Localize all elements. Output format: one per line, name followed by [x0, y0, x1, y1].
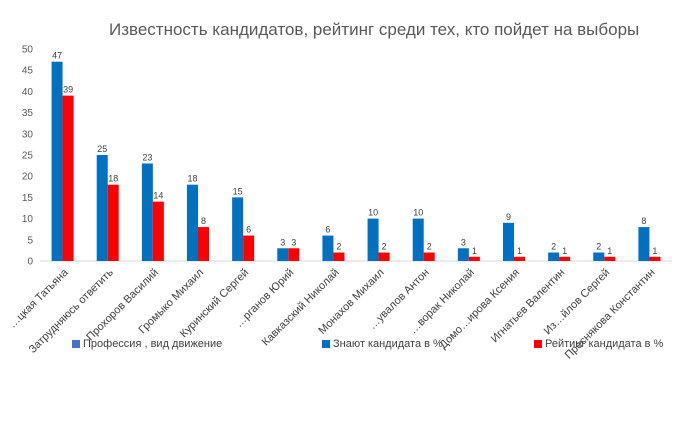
data-label-rating: 39	[63, 85, 73, 95]
legend-item-series-2: Знают кандидата в %	[322, 338, 443, 350]
category-label: Кавказский Николай	[260, 267, 342, 349]
bar-rating	[514, 256, 525, 261]
data-label-known: 9	[506, 212, 511, 222]
y-axis: 0 5 10 15 20 25 30 35 40 45 50	[22, 45, 672, 268]
data-label-known: 3	[461, 237, 466, 247]
data-label-rating: 1	[652, 246, 657, 256]
bar-rating	[288, 248, 300, 261]
y-tick-label: 10	[22, 214, 34, 225]
bar-known	[187, 184, 198, 261]
data-label-known: 23	[142, 152, 152, 162]
data-label-rating: 1	[562, 246, 567, 256]
y-tick-label: 20	[22, 172, 34, 183]
data-label-known: 2	[551, 242, 556, 252]
data-label-rating: 6	[246, 225, 251, 235]
bar-rating	[243, 235, 255, 261]
bar-known	[322, 235, 334, 261]
data-label-rating: 8	[201, 216, 206, 226]
data-label-known: 15	[233, 186, 243, 196]
y-tick-label: 30	[22, 129, 34, 140]
legend-label-series-1: Профессия , вид движение	[83, 338, 223, 350]
bar-known	[232, 197, 244, 261]
bar-known	[638, 227, 650, 261]
bar-known	[457, 248, 469, 261]
data-label-known: 8	[641, 216, 646, 226]
y-tick-label: 40	[22, 87, 34, 98]
legend-item-series-3: Рейтинг кандидата в %	[534, 338, 663, 350]
bar-rating	[62, 95, 74, 261]
bar-known	[141, 163, 153, 261]
bar-rating	[378, 252, 390, 261]
bar-known	[548, 252, 560, 261]
legend-swatch-series-2	[322, 340, 330, 348]
data-label-known: 25	[97, 144, 107, 154]
data-label-known: 3	[280, 237, 285, 247]
bar-known	[277, 248, 289, 261]
data-label-rating: 2	[336, 242, 341, 252]
bar-known	[412, 218, 424, 261]
y-tick-label: 5	[27, 235, 33, 246]
data-label-rating: 1	[517, 246, 522, 256]
bar-rating	[559, 256, 571, 261]
bar-rating	[423, 252, 435, 261]
data-label-known: 47	[52, 51, 62, 61]
data-label-rating: 1	[472, 246, 477, 256]
chart-title: Известность кандидатов, рейтинг среди те…	[109, 20, 640, 39]
bar-rating	[604, 256, 616, 261]
y-tick-label: 50	[22, 45, 34, 56]
bar-rating	[152, 201, 164, 261]
bar-rating	[198, 227, 209, 261]
data-label-rating: 2	[427, 242, 432, 252]
data-label-rating: 2	[382, 242, 387, 252]
bar-known	[593, 252, 605, 261]
data-label-known: 6	[325, 225, 330, 235]
y-tick-label: 15	[22, 193, 34, 204]
legend-label-series-2: Знают кандидата в %	[333, 338, 443, 350]
legend-swatch-series-1	[72, 340, 80, 348]
data-label-known: 10	[413, 208, 423, 218]
y-tick-label: 0	[27, 257, 33, 268]
data-label-known: 2	[596, 242, 601, 252]
data-label-known: 10	[368, 208, 378, 218]
y-tick-label: 25	[22, 151, 34, 162]
bar-known	[96, 155, 108, 261]
bar-rating	[649, 256, 661, 261]
bar-known	[367, 218, 379, 261]
y-tick-label: 45	[22, 66, 34, 77]
data-label-rating: 18	[108, 174, 118, 184]
bar-rating	[107, 184, 119, 261]
data-label-known: 18	[187, 174, 197, 184]
bars	[51, 61, 661, 261]
data-label-rating: 14	[153, 191, 163, 201]
legend-swatch-series-3	[534, 340, 542, 348]
y-tick-label: 35	[22, 108, 34, 119]
data-label-rating: 3	[291, 237, 296, 247]
legend-label-series-3: Рейтинг кандидата в %	[545, 338, 664, 350]
legend: Профессия , вид движение Знают кандидата…	[0, 338, 689, 358]
bar-known	[51, 61, 63, 261]
bar-rating	[468, 256, 480, 261]
data-label-rating: 1	[607, 246, 612, 256]
legend-item-series-1: Профессия , вид движение	[72, 338, 222, 350]
bar-rating	[333, 252, 345, 261]
bar-known	[503, 222, 514, 261]
